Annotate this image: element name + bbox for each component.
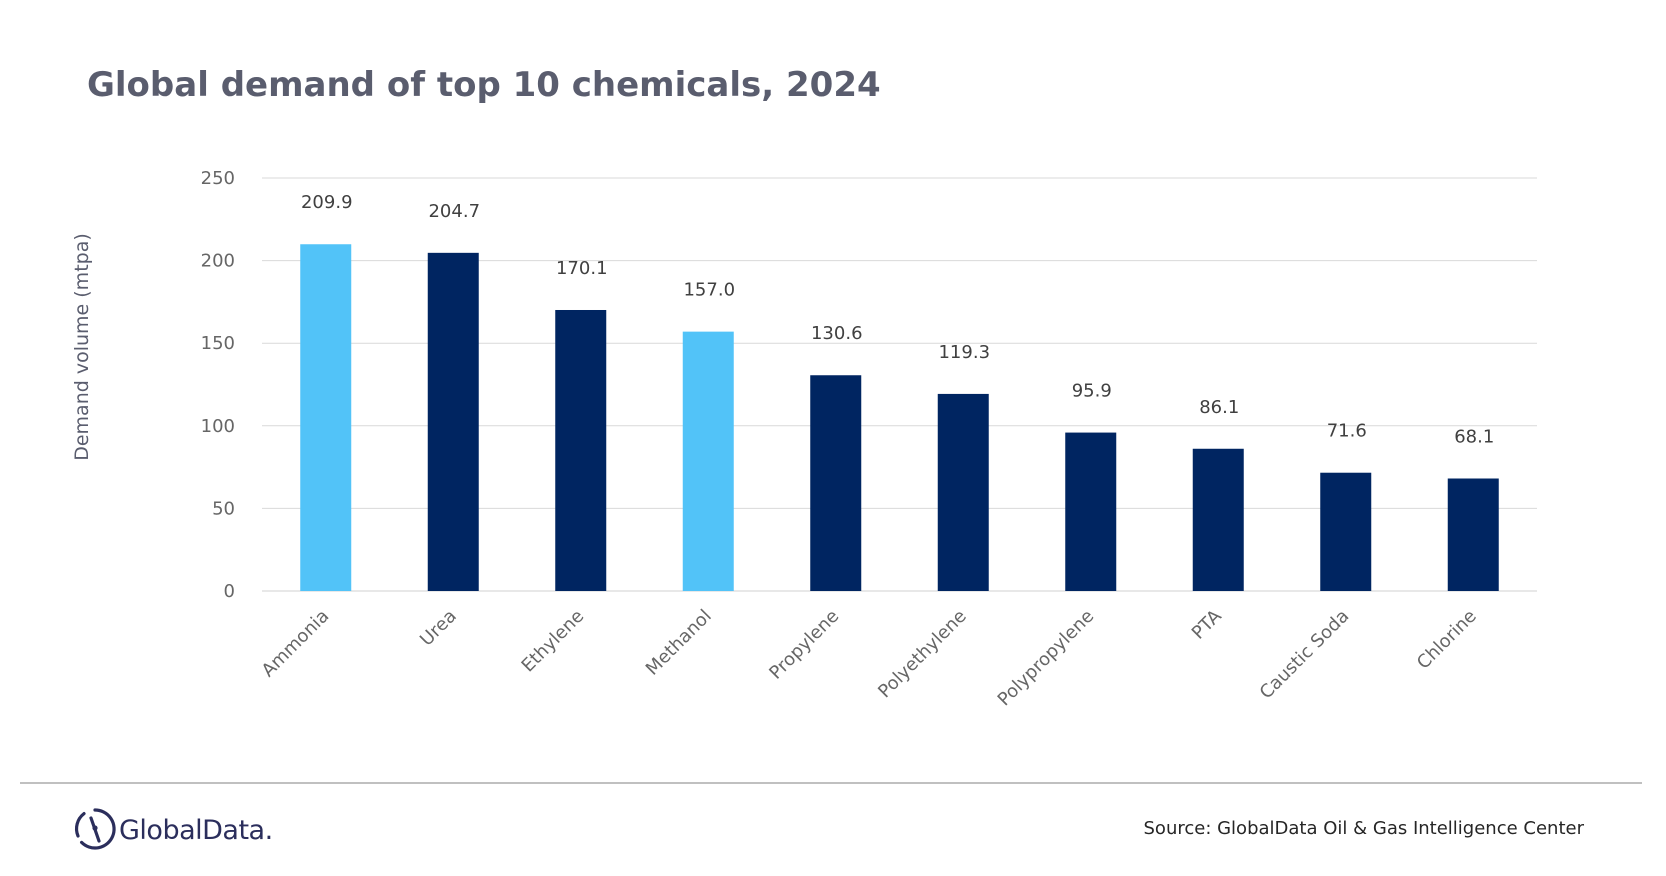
bar-caustic-soda bbox=[1320, 472, 1372, 591]
chart-title: Global demand of top 10 chemicals, 2024 bbox=[87, 65, 881, 105]
x-axis-labels: Ammonia Urea Ethylene Methanol Propylene Poly… bbox=[258, 605, 1481, 710]
bar-polypropylene bbox=[1065, 432, 1117, 591]
data-label: 95.9 bbox=[1072, 381, 1112, 402]
bar-pta bbox=[1192, 448, 1244, 591]
y-tick-label: 250 bbox=[201, 168, 235, 189]
data-label: 209.9 bbox=[301, 192, 353, 213]
source-note: Source: GlobalData Oil & Gas Intelligenc… bbox=[1144, 818, 1585, 839]
data-labels: 209.9 204.7 170.1 157.0 130.6 119.3 95.9 86.1 71… bbox=[301, 192, 1494, 447]
bar-urea bbox=[427, 252, 479, 591]
x-tick-label: Urea bbox=[416, 606, 461, 651]
y-tick-label: 200 bbox=[201, 251, 235, 272]
bar-ammonia bbox=[300, 244, 352, 592]
data-label: 68.1 bbox=[1454, 426, 1494, 447]
x-tick-label: Ammonia bbox=[258, 606, 334, 682]
x-tick-label: Ethylene bbox=[518, 606, 589, 677]
y-tick-label: 100 bbox=[201, 416, 235, 437]
x-tick-label: Chlorine bbox=[1413, 606, 1481, 674]
data-label: 119.3 bbox=[938, 342, 990, 363]
bar-propylene bbox=[810, 375, 862, 591]
data-label: 71.6 bbox=[1327, 421, 1367, 442]
bar-methanol bbox=[682, 331, 734, 591]
data-label: 157.0 bbox=[683, 280, 735, 301]
bars bbox=[300, 244, 1499, 592]
globaldata-logo-icon bbox=[74, 808, 116, 850]
bar-polyethylene bbox=[937, 393, 989, 591]
x-tick-label: Caustic Soda bbox=[1256, 606, 1354, 704]
x-tick-label: Polyethylene bbox=[874, 606, 971, 703]
y-tick-label: 50 bbox=[212, 498, 235, 519]
y-tick-label: 150 bbox=[201, 333, 235, 354]
y-axis-title: Demand volume (mtpa) bbox=[71, 233, 93, 461]
plot-area: 0 50 100 150 200 250 209.9 204.7 170.1 157.0 130.… bbox=[201, 168, 1537, 710]
data-label: 170.1 bbox=[556, 258, 608, 279]
x-tick-label: Propylene bbox=[765, 606, 843, 684]
y-axis-ticks: 0 50 100 150 200 250 bbox=[201, 168, 235, 602]
x-tick-label: Methanol bbox=[642, 606, 716, 680]
bar-ethylene bbox=[555, 309, 607, 591]
x-tick-label: Polypropylene bbox=[994, 606, 1099, 711]
brand-name: GlobalData. bbox=[119, 815, 273, 846]
data-label: 204.7 bbox=[428, 201, 480, 222]
brand-logo: GlobalData. bbox=[74, 808, 273, 850]
y-tick-label: 0 bbox=[224, 581, 235, 602]
bar-chlorine bbox=[1447, 478, 1499, 591]
x-tick-label: PTA bbox=[1188, 605, 1227, 644]
data-label: 86.1 bbox=[1199, 397, 1239, 418]
data-label: 130.6 bbox=[811, 323, 863, 344]
